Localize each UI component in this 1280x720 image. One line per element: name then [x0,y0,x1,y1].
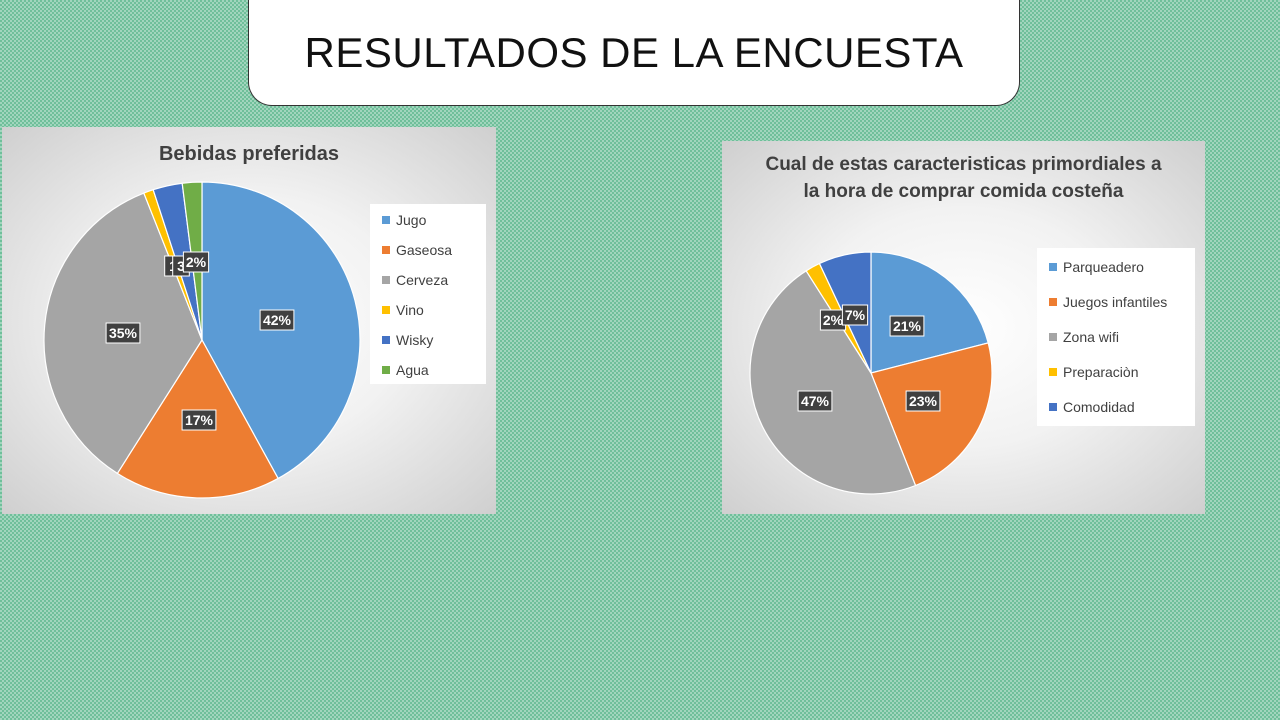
legend-swatch [1049,262,1057,271]
page-title: RESULTADOS DE LA ENCUESTA [304,28,964,76]
legend-label: Zona wifi [1063,328,1120,345]
legend-label: Comodidad [1063,398,1135,415]
legend-label: Agua [396,362,429,378]
legend-swatch [382,216,390,224]
legend-item-vino: Vino [370,295,486,325]
chart-title: Cual de estas caracteristicas primordial… [765,154,1162,202]
legend-swatch [1049,402,1057,411]
legend-item-cerveza: Cerveza [370,265,486,295]
legend-swatch [382,336,390,344]
chart-legend: Jugo Gaseosa Cerveza Vino Wisky Agua [370,204,486,384]
svg-text:21%: 21% [893,318,922,334]
legend-swatch [382,366,390,374]
legend-label: Gaseosa [396,242,453,258]
data-label-juegos-infantiles: 23% [905,390,941,412]
legend-swatch [382,276,390,284]
data-label-preparacion: 2% [819,309,847,331]
legend-item-gaseosa: Gaseosa [370,235,486,265]
pie-slice-zona-wifi [749,270,917,495]
pie-chart-bebidas: 42%17%35%132% [43,181,361,499]
data-label-agua: 2% [182,251,210,273]
legend-label: Juegos infantiles [1063,293,1168,310]
legend-swatch [1049,297,1057,306]
svg-text:2%: 2% [186,254,207,270]
legend-swatch [1049,367,1057,376]
legend-item-juegos-infantiles: Juegos infantiles [1037,284,1195,319]
pie-slice-juegos-infantiles [870,342,993,487]
pie-chart-caracteristicas: 21% 23% 47% 2% 7% [749,251,993,495]
svg-text:3: 3 [177,258,185,274]
legend-label: Vino [396,302,424,318]
legend-item-comodidad: Comodidad [1037,389,1195,424]
svg-text:23%: 23% [909,393,938,409]
legend-item-jugo: Jugo [370,205,486,235]
data-label-jugo: 42% [259,309,295,331]
data-label-parqueadero: 21% [889,315,925,337]
legend-item-agua: Agua [370,355,486,385]
pie-slice-parqueadero [870,251,989,374]
legend-item-zona-wifi: Zona wifi [1037,319,1195,354]
legend-item-parqueadero: Parqueadero [1037,249,1195,284]
chart-panel-caracteristicas: Cual de estas caracteristicas primordial… [722,141,1205,514]
legend-item-preparacion: Preparaciòn [1037,354,1195,389]
svg-text:2%: 2% [823,312,844,328]
legend-swatch [382,246,390,254]
data-label-cerveza: 35% [105,322,141,344]
title-banner: RESULTADOS DE LA ENCUESTA [248,0,1020,106]
data-label-gaseosa: 17% [181,409,217,431]
legend-label: Cerveza [396,272,449,288]
legend-label: Parqueadero [1063,258,1144,275]
chart-title: Bebidas preferidas [158,143,340,165]
svg-text:42%: 42% [263,312,292,328]
chart-panel-bebidas: Bebidas preferidas 42%17%35%132% JugoGas… [2,127,496,514]
data-label-zona-wifi: 47% [797,390,833,412]
data-label-comodidad: 7% [841,304,869,326]
legend-label: Jugo [396,212,427,228]
legend-label: Wisky [396,332,434,348]
svg-text:35%: 35% [109,325,138,341]
legend-swatch [382,306,390,314]
legend-item-wisky: Wisky [370,325,486,355]
svg-text:17%: 17% [185,412,214,428]
svg-text:47%: 47% [801,393,830,409]
chart-legend: Parqueadero Juegos infantiles Zona wifi Pre… [1037,248,1195,426]
svg-text:7%: 7% [845,307,866,323]
legend-swatch [1049,332,1057,341]
legend-label: Preparaciòn [1063,363,1139,380]
